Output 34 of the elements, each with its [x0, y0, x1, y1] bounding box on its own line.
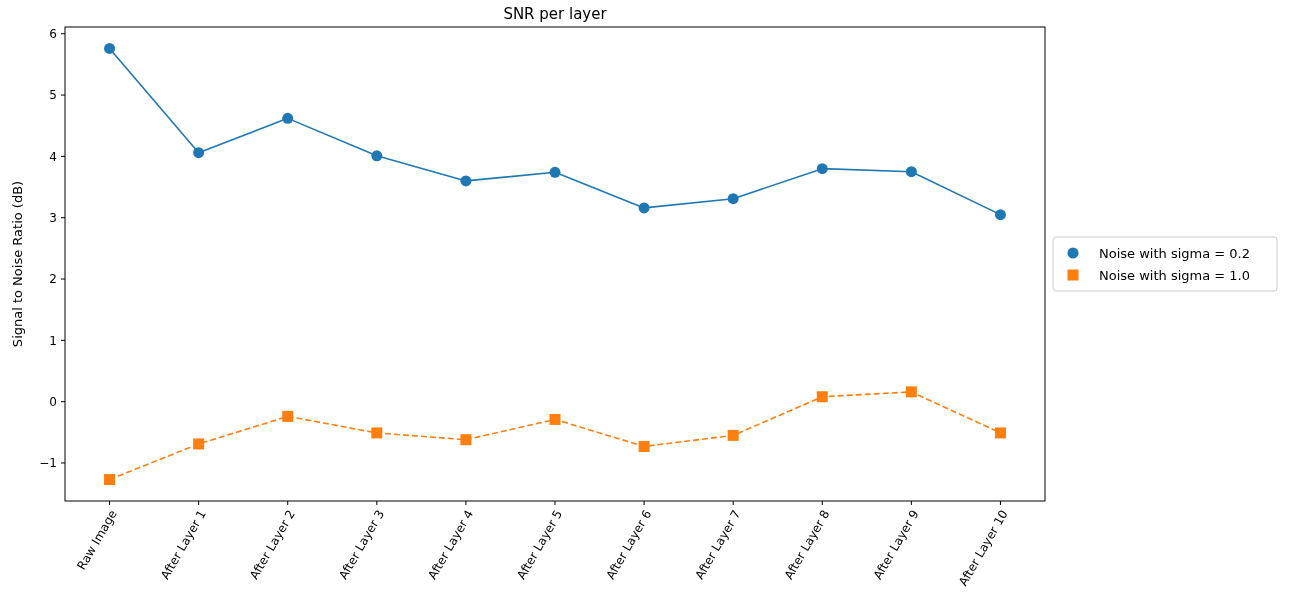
point [816, 163, 828, 175]
legend-label: Noise with sigma = 0.2 [1099, 245, 1251, 261]
point [460, 175, 472, 187]
y-tick-label: 5 [49, 88, 57, 103]
point [104, 42, 116, 54]
point [371, 427, 383, 439]
point [282, 112, 294, 124]
point [727, 193, 739, 205]
point [549, 166, 561, 178]
y-tick-label: 2 [49, 272, 57, 287]
point [994, 209, 1006, 221]
y-tick-label: 1 [49, 333, 57, 348]
y-tick-label: 3 [49, 210, 57, 225]
point [816, 391, 828, 403]
point [104, 474, 116, 486]
point [905, 166, 917, 178]
y-tick-label: 4 [49, 149, 57, 164]
y-tick-label: −1 [39, 456, 57, 471]
point [994, 427, 1006, 439]
point [371, 150, 383, 162]
chart-title: SNR per layer [503, 5, 608, 23]
point [727, 429, 739, 441]
y-axis-title: Signal to Noise Ratio (dB) [10, 180, 25, 348]
legend-label: Noise with sigma = 1.0 [1099, 267, 1251, 283]
point [193, 438, 205, 450]
point [905, 386, 917, 398]
point [193, 147, 205, 159]
point [638, 440, 650, 452]
y-tick-label: 6 [49, 26, 57, 41]
point [460, 434, 472, 446]
y-tick-label: 0 [49, 394, 57, 409]
point [282, 410, 294, 422]
point [549, 413, 561, 425]
point [638, 202, 650, 214]
